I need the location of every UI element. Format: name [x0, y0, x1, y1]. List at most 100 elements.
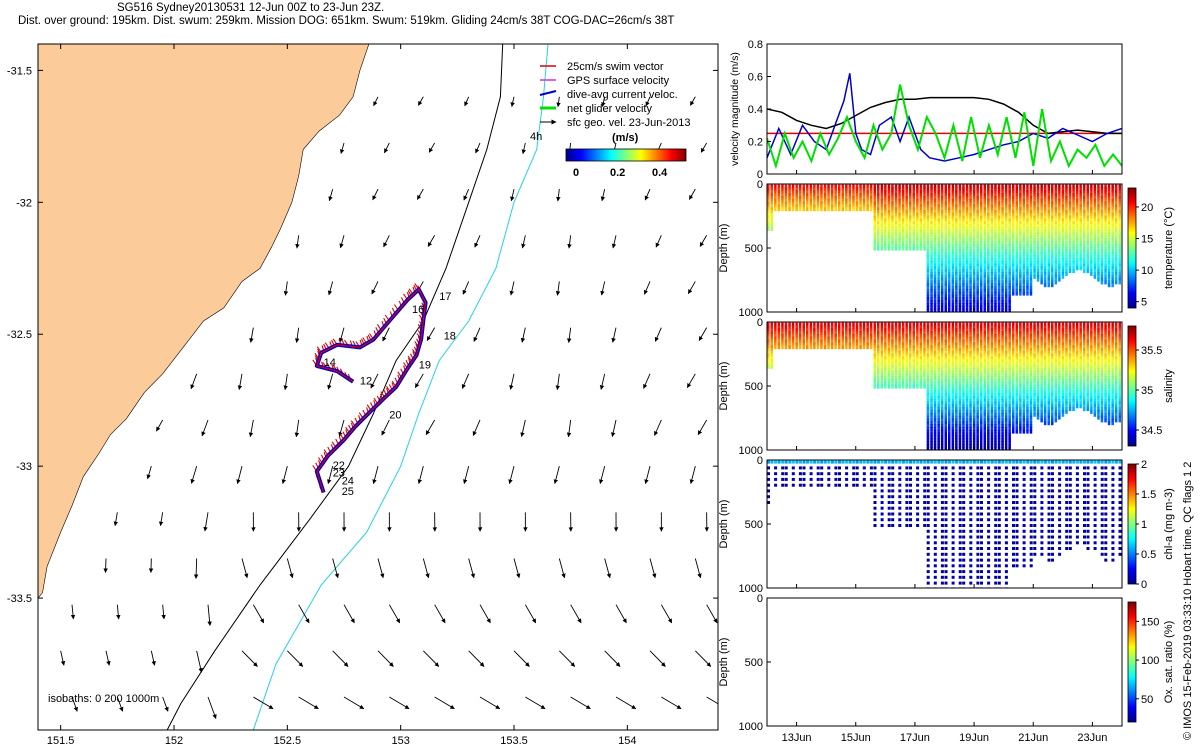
depth-profile-point: [987, 342, 990, 347]
depth-profile-point: [880, 238, 884, 243]
depth-profile-point: [873, 235, 876, 240]
depth-profile-point: [1008, 190, 1011, 195]
depth-profile-point: [1111, 198, 1114, 203]
geo-velocity-arrow: [509, 281, 515, 296]
depth-profile-point: [951, 187, 955, 192]
depth-profile-point: [955, 435, 958, 440]
depth-profile-point: [1058, 226, 1061, 231]
depth-profile-point: [1015, 184, 1018, 189]
depth-profile-point: [937, 350, 940, 355]
depth-profile-point: [951, 409, 955, 414]
depth-profile-point: [859, 198, 862, 203]
depth-profile-point: [880, 232, 884, 237]
depth-profile-point: [1047, 187, 1050, 192]
depth-profile-point: [1012, 277, 1015, 282]
depth-profile-point: [784, 187, 788, 192]
depth-profile-point: [877, 184, 880, 189]
depth-profile-point: [1004, 342, 1008, 347]
depth-profile-point: [987, 367, 990, 372]
depth-profile-point: [1068, 235, 1072, 240]
depth-profile-point: [930, 263, 933, 268]
geo-velocity-arrow: [660, 604, 673, 624]
depth-profile-point: [940, 424, 944, 428]
depth-profile-point: [976, 387, 979, 392]
depth-profile-point: [990, 424, 994, 428]
depth-profile-point: [955, 381, 958, 386]
depth-profile-point: [1100, 190, 1104, 195]
depth-profile-point: [891, 367, 894, 372]
depth-profile-point: [997, 418, 1001, 423]
depth-profile-point: [933, 229, 937, 234]
depth-profile-point: [1079, 241, 1082, 245]
depth-profile-point: [891, 224, 894, 229]
depth-profile-point: [969, 409, 972, 414]
depth-profile-point: [1097, 243, 1100, 248]
depth-profile-point: [1079, 212, 1082, 217]
depth-profile-point: [774, 187, 777, 192]
depth-profile-point: [1008, 390, 1011, 395]
depth-profile-point: [955, 229, 958, 234]
legend-swatch-dive: [539, 90, 557, 96]
depth-profile-point: [1015, 190, 1018, 195]
depth-profile-point: [869, 207, 873, 212]
depth-profile-point: [987, 328, 990, 333]
depth-profile-point: [948, 226, 951, 231]
depth-profile-point: [990, 260, 994, 265]
depth-profile-point: [1040, 280, 1043, 285]
depth-profile-point: [1114, 207, 1118, 212]
depth-profile-point: [820, 322, 823, 327]
depth-profile-point: [1015, 243, 1018, 248]
depth-profile-point: [990, 435, 994, 440]
depth-profile-point: [930, 443, 933, 448]
depth-profile-point: [802, 198, 805, 203]
depth-profile-point: [823, 328, 827, 333]
depth-profile-point: [869, 193, 873, 198]
depth-profile-point: [940, 193, 944, 198]
depth-profile-point: [802, 207, 805, 212]
depth-profile-point: [987, 356, 990, 361]
depth-profile-point: [958, 339, 962, 344]
map-x-tick-label: 152: [165, 735, 183, 747]
depth-profile-point: [1008, 336, 1011, 341]
depth-profile-point: [976, 356, 979, 361]
depth-profile-point: [926, 421, 930, 426]
depth-profile-point: [958, 190, 962, 195]
depth-profile-point: [976, 409, 979, 414]
depth-profile-point: [930, 305, 933, 310]
depth-profile-point: [972, 204, 976, 209]
depth-profile-point: [990, 387, 994, 392]
depth-profile-point: [926, 215, 930, 220]
depth-profile-point: [926, 339, 930, 344]
depth-profile-point: [767, 362, 770, 367]
depth-profile-point: [1058, 243, 1061, 248]
depth-profile-point: [901, 246, 905, 251]
depth-profile-point: [926, 393, 930, 397]
depth-profile-point: [784, 207, 788, 212]
depth-profile-point: [859, 201, 862, 206]
depth-profile-point: [919, 218, 923, 223]
depth-profile-point: [1111, 226, 1114, 231]
depth-profile-point: [1090, 238, 1093, 243]
depth-profile-point: [1036, 269, 1040, 274]
isobath-200m-line: [166, 44, 504, 730]
depth-profile-point: [1083, 195, 1086, 200]
depth-profile-point: [919, 246, 923, 251]
depth-profile-point: [855, 204, 859, 209]
depth-profile-point: [830, 184, 834, 189]
depth-profile-point: [944, 446, 947, 450]
depth-profile-point: [980, 193, 983, 198]
depth-profile-point: [980, 429, 983, 434]
depth-profile-point: [923, 345, 926, 350]
depth-profile-point: [940, 271, 944, 276]
depth-profile-point: [884, 235, 887, 240]
depth-profile-point: [958, 356, 962, 361]
depth-profile-point: [980, 421, 983, 426]
depth-profile-point: [965, 407, 969, 412]
geo-velocity-arrow: [327, 466, 334, 485]
depth-profile-point: [1022, 274, 1026, 279]
depth-profile-point: [940, 212, 944, 217]
depth-profile-point: [777, 328, 781, 333]
depth-profile-point: [802, 187, 805, 192]
depth-profile-point: [1022, 252, 1026, 257]
depth-profile-point: [972, 421, 976, 426]
